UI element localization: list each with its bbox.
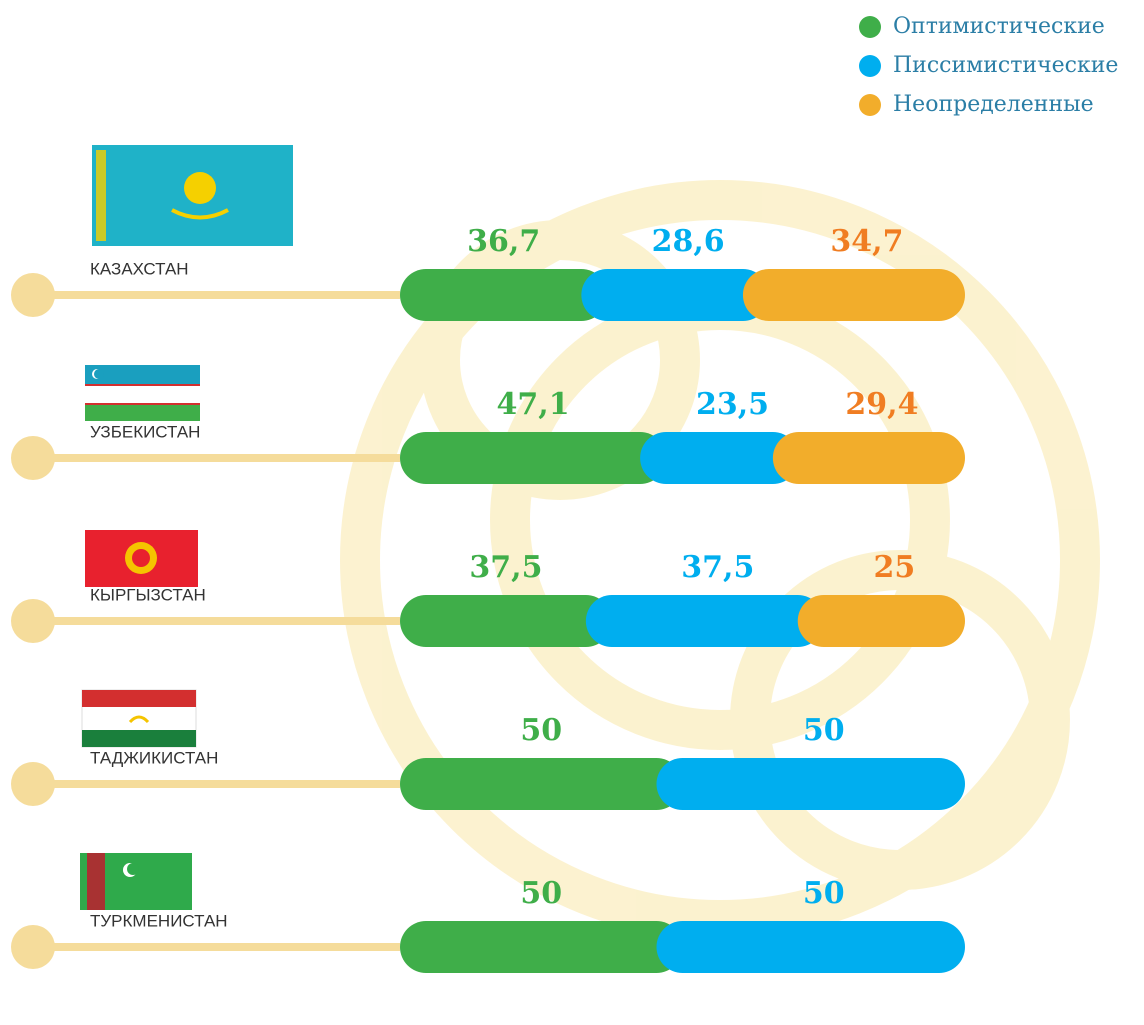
category-label: ТУРКМЕНИСТАН bbox=[90, 911, 228, 930]
value-label: 50 bbox=[520, 713, 562, 748]
bar-segment bbox=[400, 758, 683, 810]
category-label: КЫРГЫЗСТАН bbox=[90, 585, 206, 604]
bar-segment bbox=[581, 269, 769, 321]
value-label: 28,6 bbox=[652, 224, 725, 259]
flag-kyrgyzstan bbox=[85, 530, 198, 587]
value-label: 37,5 bbox=[469, 550, 542, 585]
legend-label: Писсимистические bbox=[893, 53, 1118, 78]
bar-segment bbox=[742, 269, 965, 321]
legend-marker bbox=[859, 55, 881, 77]
value-label: 36,7 bbox=[467, 224, 540, 259]
category-label: УЗБЕКИСТАН bbox=[90, 422, 200, 441]
connector-dot bbox=[11, 762, 55, 806]
bar-segment bbox=[585, 595, 824, 647]
flag-turkmenistan bbox=[80, 853, 192, 910]
value-label: 34,7 bbox=[830, 224, 903, 259]
legend-marker bbox=[859, 16, 881, 38]
bar-segment bbox=[797, 595, 965, 647]
value-label: 37,5 bbox=[681, 550, 754, 585]
bar-segment bbox=[640, 432, 799, 484]
bar-segment bbox=[400, 921, 683, 973]
flag-kazakhstan bbox=[92, 145, 293, 246]
legend-label: Оптимистические bbox=[893, 14, 1105, 39]
connector-dot bbox=[11, 599, 55, 643]
bar-segment bbox=[772, 432, 965, 484]
connector-dot bbox=[11, 436, 55, 480]
value-label: 50 bbox=[520, 876, 562, 911]
legend-marker bbox=[859, 94, 881, 116]
value-label: 29,4 bbox=[845, 387, 918, 422]
connector-dot bbox=[11, 273, 55, 317]
flag-tajikistan bbox=[81, 689, 197, 748]
value-label: 50 bbox=[803, 876, 845, 911]
value-label: 23,5 bbox=[696, 387, 769, 422]
category-label: КАЗАХСТАН bbox=[90, 259, 189, 278]
value-label: 50 bbox=[803, 713, 845, 748]
category-label: ТАДЖИКИСТАН bbox=[90, 748, 218, 767]
flag-uzbekistan bbox=[85, 365, 200, 421]
bar-segment bbox=[400, 595, 612, 647]
bar-segment bbox=[656, 758, 965, 810]
value-label: 47,1 bbox=[497, 387, 570, 422]
value-label: 25 bbox=[874, 550, 916, 585]
bar-segment bbox=[400, 269, 608, 321]
bar-segment bbox=[656, 921, 965, 973]
bar-segment bbox=[400, 432, 667, 484]
connector-dot bbox=[11, 925, 55, 969]
legend-label: Неопределенные bbox=[893, 92, 1094, 117]
